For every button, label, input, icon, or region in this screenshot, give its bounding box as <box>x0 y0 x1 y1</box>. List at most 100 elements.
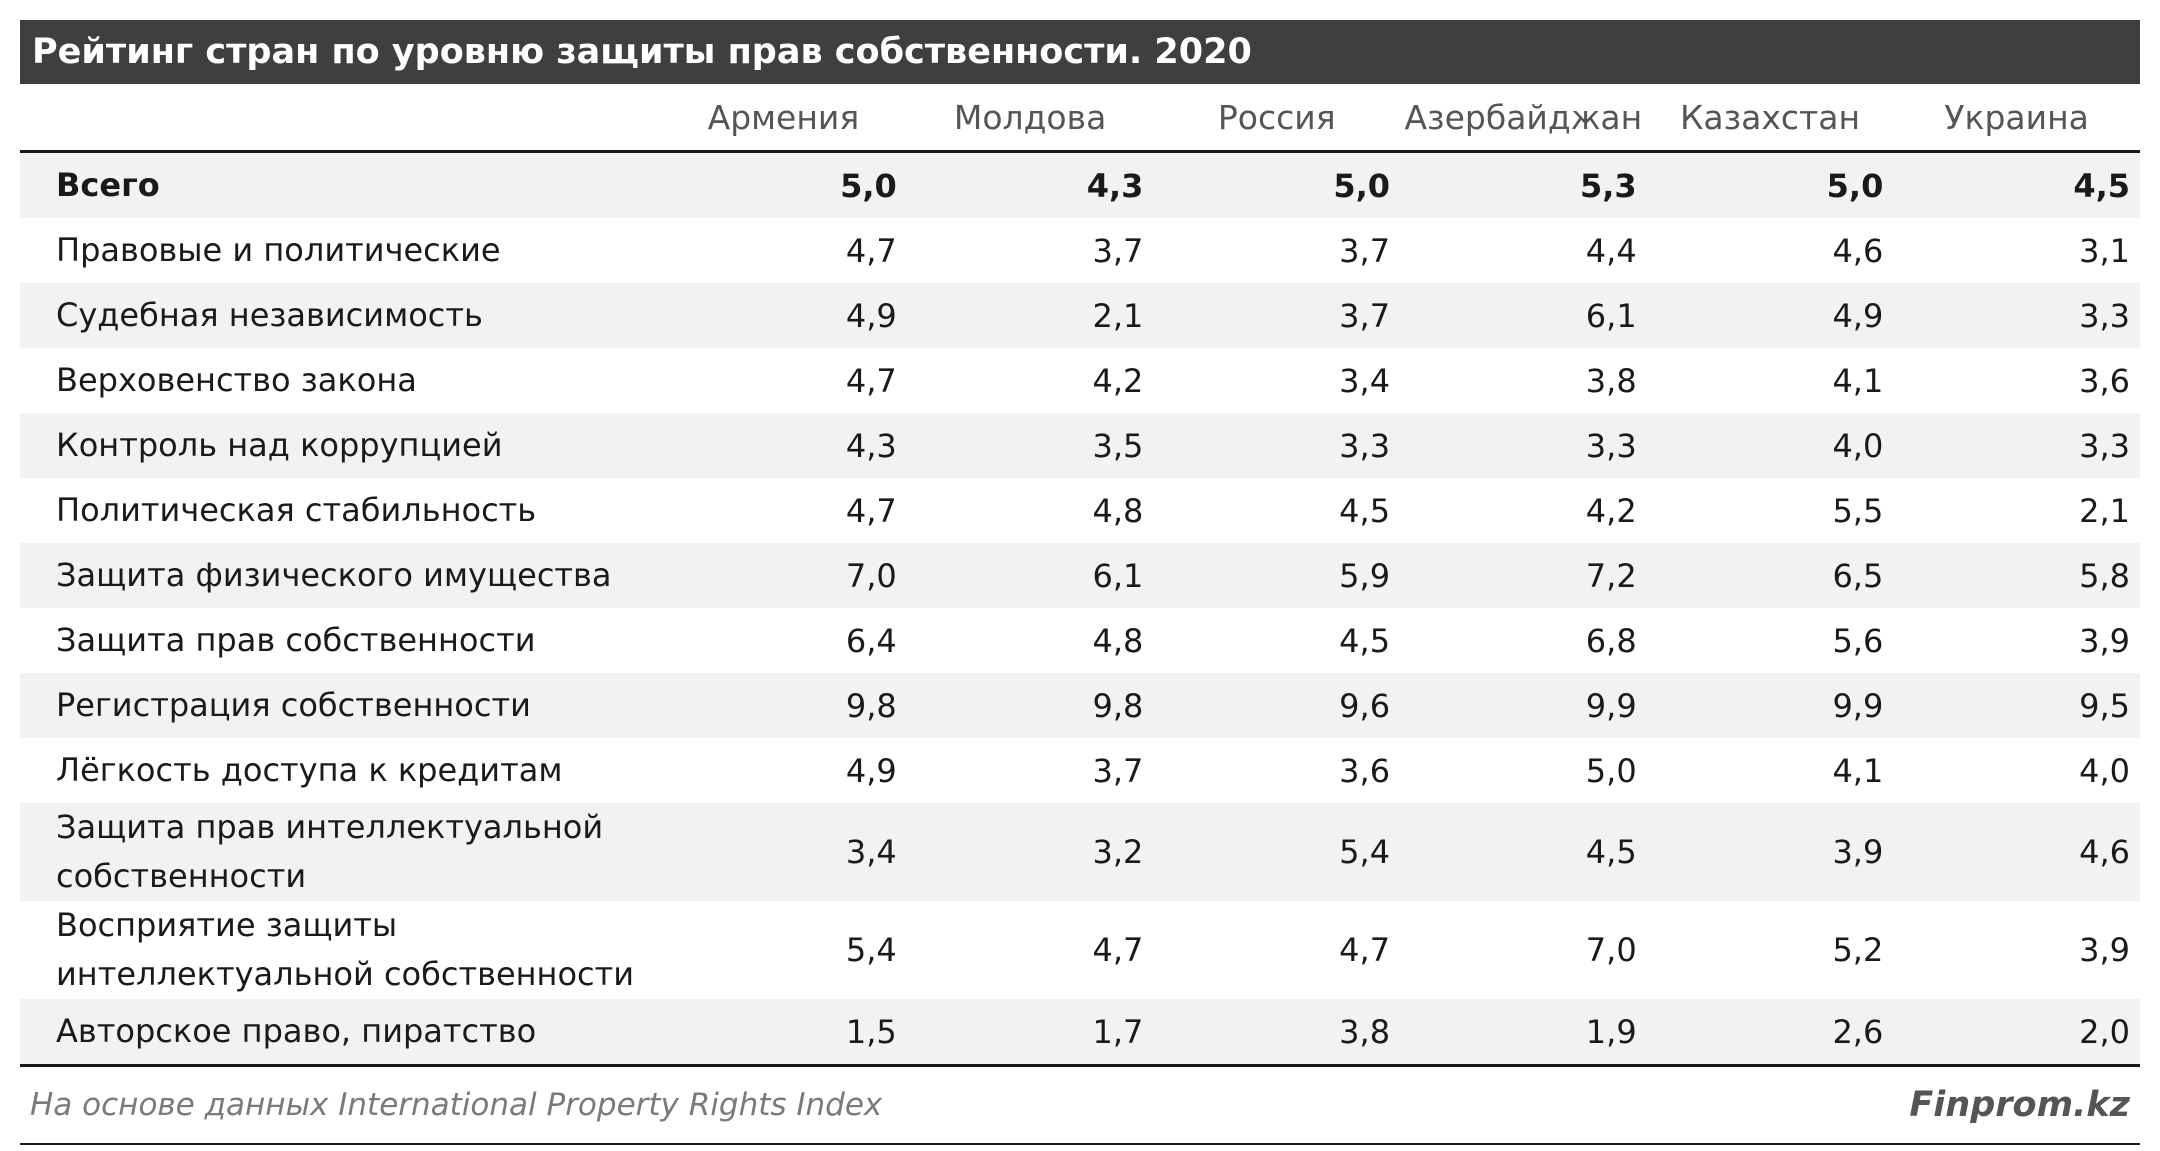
table-cell-value: 4,5 <box>1339 491 1391 530</box>
table-cell-value: 3,2 <box>906 803 1154 901</box>
table-cell-value: 9,6 <box>1153 673 1401 738</box>
table-cell-value: 9,5 <box>1893 673 2140 738</box>
table-cell-value: 5,3 <box>1400 151 1647 218</box>
table-cell-value: 5,0 <box>1585 751 1637 790</box>
table-row: Политическая стабильность 4,7 4,8 4,5 4,2 5,5… <box>20 478 2140 543</box>
table-cell-value: 3,8 <box>1585 361 1637 400</box>
table-cell-value: 4,1 <box>1832 361 1884 400</box>
table-cell-value: 7,0 <box>1585 931 1637 969</box>
column-header: Украина <box>1893 84 2140 153</box>
table-cell-value: 3,9 <box>1646 803 1894 901</box>
table-cell-value: 1,9 <box>1400 999 1647 1067</box>
table-cell-value: 6,1 <box>906 543 1154 608</box>
table-cell-value: 9,9 <box>1646 673 1894 738</box>
table-cell-value: 5,9 <box>1153 543 1401 608</box>
table-cell-value: 2,0 <box>1893 999 2140 1067</box>
table-cell-value: 4,9 <box>1646 283 1894 348</box>
column-header: Армения <box>660 84 907 153</box>
table-cell-value: 3,9 <box>2079 931 2130 969</box>
table-cell-value: 5,6 <box>1832 621 1884 660</box>
table-cell-value: 4,9 <box>845 751 897 790</box>
table-cell-value: 4,7 <box>1339 931 1391 969</box>
table-cell-value: 7,0 <box>660 543 907 608</box>
table-cell-value: 3,5 <box>906 413 1154 478</box>
table-row: Контроль над коррупцией 4,3 3,5 3,3 3,3 4,0 3,… <box>20 413 2140 478</box>
table-cell-value: 3,9 <box>2079 621 2130 660</box>
table-cell-value: 5,0 <box>1646 151 1894 218</box>
column-header: Казахстан <box>1646 84 1894 153</box>
table-cell-value: 6,8 <box>1585 621 1637 660</box>
table-cell-value: 5,4 <box>845 931 897 969</box>
table-cell-value: 4,6 <box>1832 231 1884 270</box>
row-label: Верховенство закона <box>56 361 417 399</box>
table-cell-value: 4,7 <box>845 231 897 270</box>
table-cell-value: 3,6 <box>1339 751 1391 790</box>
row-label: Лёгкость доступа к кредитам <box>56 751 563 789</box>
table-body: Всего 5,0 4,3 5,0 5,3 5,0 4,5 Правовые и полити… <box>20 151 2140 1067</box>
table-cell-value: 4,3 <box>660 413 907 478</box>
table-cell-value: 9,9 <box>1400 673 1647 738</box>
table-cell-value: 4,8 <box>1092 621 1144 660</box>
row-label: Судебная независимость <box>20 283 661 348</box>
table-frame: Рейтинг стран по уровню защиты прав собс… <box>20 20 2140 1145</box>
table-footer: На основе данных International Property … <box>20 1067 2140 1145</box>
table-row: Защита прав интеллектуальной собственнос… <box>20 803 2140 901</box>
table-cell-value: 5,0 <box>1153 151 1401 218</box>
table-cell-value: 4,0 <box>2079 751 2130 790</box>
table-cell-value: 3,7 <box>1153 283 1401 348</box>
table-cell-value: 5,5 <box>1832 491 1884 530</box>
row-label: Защита прав собственности <box>56 621 536 659</box>
table-cell-value: 3,7 <box>1339 231 1391 270</box>
table-header: Армения Молдова Россия Азербайджан Казахстан… <box>20 84 2140 153</box>
table-cell-value: 4,3 <box>906 151 1154 218</box>
table-cell-value: 1,7 <box>906 999 1154 1067</box>
table-cell-value: 5,4 <box>1153 803 1401 901</box>
column-header: Азербайджан <box>1400 84 1647 153</box>
table-cell-value: 6,4 <box>845 621 897 660</box>
row-label: Всего <box>20 151 661 218</box>
row-label: Восприятие защиты интеллектуальной собст… <box>56 906 635 993</box>
table-cell-value: 3,1 <box>2079 231 2130 270</box>
row-label: Авторское право, пиратство <box>20 999 661 1067</box>
row-label: Регистрация собственности <box>20 673 661 738</box>
row-label: Политическая стабильность <box>56 491 537 529</box>
table-row: Судебная независимость 4,9 2,1 3,7 6,1 4,9 3,3 <box>20 283 2140 348</box>
table-cell-value: 2,6 <box>1646 999 1894 1067</box>
source-note: На основе данных International Property … <box>30 1087 883 1123</box>
table-row: Регистрация собственности 9,8 9,8 9,6 9,9 9,9… <box>20 673 2140 738</box>
table-cell-value: 2,1 <box>906 283 1154 348</box>
header-row: Армения Молдова Россия Азербайджан Казахстан… <box>20 84 2140 153</box>
table-cell-value: 4,6 <box>1893 803 2140 901</box>
column-header: Молдова <box>906 84 1154 153</box>
row-label: Защита физического имущества <box>20 543 661 608</box>
table-cell-value: 9,8 <box>906 673 1154 738</box>
table-row: Верховенство закона 4,7 4,2 3,4 3,8 4,1 3,6 <box>20 348 2140 413</box>
table-cell-value: 3,3 <box>1893 413 2140 478</box>
table-cell-value: 4,8 <box>1092 491 1144 530</box>
brand-logo-text: Finprom.kz <box>1909 1085 2130 1125</box>
table-cell-value: 4,1 <box>1832 751 1884 790</box>
table-cell-value: 3,3 <box>1400 413 1647 478</box>
table-cell-value: 5,2 <box>1832 931 1884 969</box>
table-cell-value: 4,2 <box>1092 361 1144 400</box>
table-row: Всего 5,0 4,3 5,0 5,3 5,0 4,5 <box>20 151 2140 218</box>
table-cell-value: 4,5 <box>1339 621 1391 660</box>
row-label: Правовые и политические <box>56 231 501 269</box>
table-cell-value: 1,5 <box>660 999 907 1067</box>
rating-table: Армения Молдова Россия Азербайджан Казахстан… <box>20 84 2140 1067</box>
table-cell-value: 5,0 <box>660 151 907 218</box>
table-row: Лёгкость доступа к кредитам 4,9 3,7 3,6 5,0 4… <box>20 738 2140 803</box>
table-title: Рейтинг стран по уровню защиты прав собс… <box>20 20 2140 84</box>
table-cell-value: 3,3 <box>1893 283 2140 348</box>
table-cell-value: 4,0 <box>1646 413 1894 478</box>
header-label-empty <box>20 84 661 153</box>
table-cell-value: 4,7 <box>845 491 897 530</box>
table-cell-value: 3,7 <box>1092 231 1144 270</box>
row-label: Защита прав интеллектуальной собственнос… <box>20 803 661 901</box>
table-cell-value: 4,7 <box>1092 931 1144 969</box>
table-cell-value: 3,4 <box>660 803 907 901</box>
row-label: Контроль над коррупцией <box>20 413 661 478</box>
table-cell-value: 4,4 <box>1585 231 1637 270</box>
table-cell-value: 9,8 <box>660 673 907 738</box>
table-cell-value: 6,1 <box>1400 283 1647 348</box>
